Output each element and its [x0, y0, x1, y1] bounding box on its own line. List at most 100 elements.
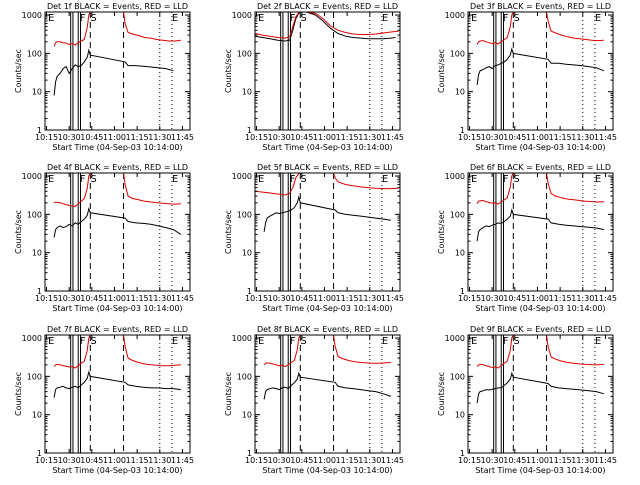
chart-title: Det 4f BLACK = Events, RED = LLD: [47, 163, 188, 172]
y-tick-label: 100: [450, 49, 465, 58]
x-tick-label: 11:45: [381, 456, 404, 465]
y-tick-label: 100: [27, 372, 42, 381]
x-tick-label: 11:00: [313, 294, 336, 303]
interval-label-e: E: [172, 174, 178, 185]
x-tick-label: 10:45: [80, 294, 103, 303]
x-tick-label: 11:45: [171, 294, 194, 303]
y-axis-label: Counts/sec: [224, 372, 233, 416]
plot-frame: [254, 11, 401, 131]
interval-label-e: E: [471, 174, 477, 185]
chart-title: Det 3f BLACK = Events, RED = LLD: [470, 2, 611, 11]
series-line-lld: [263, 334, 391, 368]
x-tick-label: 11:15: [126, 456, 149, 465]
plot-frame: [467, 334, 614, 454]
y-tick-label: 10: [455, 88, 465, 97]
y-axis-label: Counts/sec: [14, 372, 23, 416]
x-tick-label: 11:15: [549, 456, 572, 465]
y-tick-label: 100: [450, 372, 465, 381]
y-axis-label: Counts/sec: [14, 49, 23, 93]
interval-label-e: E: [258, 174, 264, 185]
interval-label-s: S: [300, 174, 306, 185]
x-tick-label: 10:30: [58, 456, 81, 465]
y-tick-label: 1000: [445, 172, 465, 181]
interval-label-s: S: [513, 174, 519, 185]
x-tick-label: 11:45: [594, 294, 617, 303]
interval-label-f: F: [80, 174, 86, 185]
x-tick-label: 10:30: [268, 294, 291, 303]
y-tick-label: 1: [460, 287, 465, 296]
x-tick-label: 10:30: [58, 133, 81, 142]
chart-title: Det 8f BLACK = Events, RED = LLD: [257, 325, 398, 334]
series-line-lld: [254, 11, 399, 39]
x-tick-label: 11:00: [313, 133, 336, 142]
series-line-lld: [53, 172, 181, 208]
y-tick-label: 10: [242, 88, 252, 97]
plot-frame: [44, 11, 191, 131]
interval-label-e: E: [48, 336, 54, 347]
y-tick-label: 1000: [232, 334, 252, 343]
interval-label-e: E: [595, 336, 601, 347]
y-tick-label: 1: [247, 126, 252, 135]
interval-label-f: F: [503, 336, 509, 347]
y-tick-label: 1: [37, 126, 42, 135]
series-line-events: [53, 48, 174, 96]
y-tick-label: 1000: [445, 334, 465, 343]
chart-panel-9: Det 9f BLACK = Events, RED = LLD E F S E 10:1…: [437, 325, 617, 475]
y-tick-label: 100: [237, 210, 252, 219]
x-tick-label: 10:15: [458, 133, 481, 142]
interval-label-e: E: [48, 174, 54, 185]
x-tick-label: 10:15: [245, 456, 268, 465]
x-tick-label: 11:15: [549, 133, 572, 142]
series-line-lld: [476, 11, 604, 45]
series-line-events: [476, 208, 605, 242]
plot-frame: [467, 11, 614, 131]
x-tick-label: 10:30: [58, 294, 81, 303]
x-tick-label: 11:45: [381, 133, 404, 142]
interval-label-s: S: [513, 336, 519, 347]
interval-label-s: S: [90, 13, 96, 24]
plot-frame: [254, 172, 401, 292]
chart-panel-6: Det 6f BLACK = Events, RED = LLD E F S E 10:1…: [437, 163, 617, 313]
interval-label-e: E: [382, 13, 388, 24]
x-tick-label: 11:00: [526, 456, 549, 465]
plot-frame: [467, 172, 614, 292]
x-axis-label: Start Time (04-Sep-03 10:14:00): [475, 304, 605, 313]
interval-label-e: E: [471, 13, 477, 24]
interval-label-e: E: [172, 336, 178, 347]
x-tick-label: 11:00: [103, 294, 126, 303]
series-line-lld: [53, 11, 181, 47]
x-tick-label: 11:30: [571, 294, 594, 303]
y-tick-label: 100: [237, 372, 252, 381]
y-axis-label: Counts/sec: [437, 49, 446, 93]
x-tick-label: 10:15: [245, 133, 268, 142]
series-line-events: [254, 11, 396, 42]
series-line-events: [53, 207, 182, 238]
y-tick-label: 10: [32, 249, 42, 258]
y-tick-label: 1000: [22, 172, 42, 181]
interval-label-s: S: [300, 13, 306, 24]
interval-label-s: S: [90, 336, 96, 347]
x-tick-label: 10:15: [35, 456, 58, 465]
x-tick-label: 11:45: [594, 456, 617, 465]
y-tick-label: 100: [237, 49, 252, 58]
y-tick-label: 1: [37, 449, 42, 458]
interval-label-s: S: [90, 174, 96, 185]
x-tick-label: 11:00: [313, 456, 336, 465]
x-axis-label: Start Time (04-Sep-03 10:14:00): [52, 143, 182, 152]
series-line-events: [53, 370, 181, 398]
chart-panel-7: Det 7f BLACK = Events, RED = LLD E F S E 10:1…: [14, 325, 194, 475]
x-tick-label: 10:30: [481, 294, 504, 303]
x-tick-label: 10:45: [503, 294, 526, 303]
x-tick-label: 11:30: [358, 294, 381, 303]
x-tick-label: 10:30: [481, 456, 504, 465]
interval-label-e: E: [382, 336, 388, 347]
series-line-lld: [476, 172, 604, 205]
interval-label-e: E: [382, 174, 388, 185]
x-axis-label: Start Time (04-Sep-03 10:14:00): [52, 304, 182, 313]
x-axis-label: Start Time (04-Sep-03 10:14:00): [475, 466, 605, 475]
y-tick-label: 1: [247, 287, 252, 296]
x-tick-label: 11:15: [549, 294, 572, 303]
x-tick-label: 10:15: [245, 294, 268, 303]
